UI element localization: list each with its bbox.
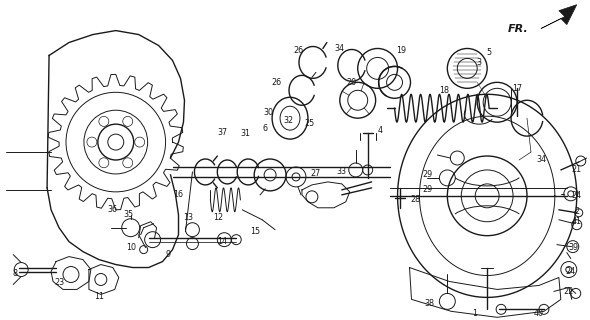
- Text: 34: 34: [335, 44, 345, 53]
- Text: 24: 24: [572, 191, 582, 200]
- Text: 36: 36: [108, 205, 118, 214]
- Polygon shape: [541, 5, 577, 28]
- Text: 15: 15: [250, 227, 260, 236]
- Text: 28: 28: [411, 195, 421, 204]
- Text: 9: 9: [166, 250, 171, 259]
- Text: 31: 31: [240, 129, 250, 138]
- Text: 12: 12: [213, 213, 224, 222]
- Text: 23: 23: [54, 278, 64, 287]
- Text: 35: 35: [124, 210, 134, 219]
- Text: 24: 24: [566, 267, 576, 276]
- Text: 8: 8: [13, 269, 18, 278]
- Text: 13: 13: [183, 213, 194, 222]
- Text: 29: 29: [422, 185, 432, 194]
- Text: 27: 27: [311, 169, 321, 179]
- Text: 37: 37: [217, 128, 227, 137]
- Text: 33: 33: [337, 167, 347, 176]
- Text: 2: 2: [574, 207, 579, 216]
- Text: 3: 3: [477, 58, 481, 67]
- Text: 39: 39: [569, 243, 579, 252]
- Text: 17: 17: [512, 84, 522, 93]
- Text: 10: 10: [126, 243, 136, 252]
- Text: 1: 1: [472, 309, 477, 318]
- Text: 21: 21: [572, 165, 582, 174]
- Text: 34: 34: [536, 156, 546, 164]
- Text: 40: 40: [534, 309, 544, 318]
- Text: 6: 6: [263, 124, 268, 132]
- Text: 14: 14: [217, 237, 227, 246]
- Text: 18: 18: [440, 86, 450, 95]
- Text: 20: 20: [347, 78, 357, 87]
- Text: 19: 19: [396, 46, 407, 55]
- Text: 26: 26: [271, 78, 281, 87]
- Text: 29: 29: [422, 171, 432, 180]
- Text: 38: 38: [424, 299, 434, 308]
- Text: 16: 16: [173, 190, 183, 199]
- Text: 11: 11: [94, 292, 104, 301]
- Text: 41: 41: [572, 217, 582, 226]
- Text: 5: 5: [487, 48, 491, 57]
- Text: 4: 4: [377, 126, 382, 135]
- Text: 25: 25: [305, 119, 315, 128]
- Text: 26: 26: [293, 46, 303, 55]
- Text: 32: 32: [283, 116, 293, 125]
- Text: 22: 22: [563, 287, 574, 296]
- Text: 30: 30: [263, 108, 273, 117]
- Text: FR.: FR.: [508, 24, 529, 34]
